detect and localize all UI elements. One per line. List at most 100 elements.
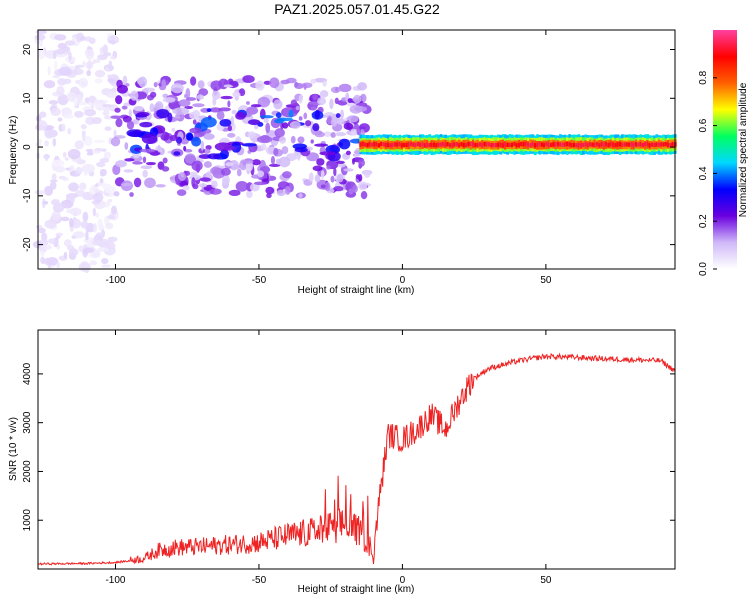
spectrogram-cell [586, 142, 590, 148]
spectrogram-blob [266, 192, 272, 199]
spectrogram-blob [190, 76, 197, 86]
spectrogram-blob [301, 82, 313, 89]
spectrogram-blob [67, 148, 81, 160]
y-tick-label: 10 [22, 92, 33, 104]
spectrogram-cell [414, 142, 418, 148]
spectrogram-blob [198, 88, 209, 97]
spectrogram-cell [407, 142, 411, 147]
spectrogram-blob [185, 97, 197, 101]
spectrogram-cell [412, 142, 415, 147]
spectrogram-blob [257, 170, 265, 178]
spectrogram-xlabel: Height of straight line (km) [298, 285, 415, 296]
spectrogram-cell [607, 142, 611, 148]
spectrogram-blob [68, 248, 79, 257]
snr-panel: -100 -50 0 50 1000 2000 3000 4000 Height of st… [8, 329, 676, 595]
spectrogram-blob [169, 134, 178, 141]
spectrogram-blob [142, 169, 148, 178]
spectrogram-blob [92, 207, 96, 217]
spectrogram-blob [149, 91, 157, 98]
spectrogram-blob [235, 111, 246, 120]
spectrogram-blob [216, 110, 225, 121]
spectrogram-blob [246, 106, 259, 115]
spectrogram-blob [60, 199, 74, 209]
spectrogram-blob [85, 230, 89, 241]
spectrogram-blob [268, 163, 281, 167]
spectrogram-blob [358, 181, 368, 191]
spectrogram-blob [110, 136, 121, 147]
y-tick-label: 0 [22, 144, 33, 150]
spectrogram-blob [288, 109, 294, 118]
spectrogram-blob [70, 195, 75, 204]
spectrogram-cell [483, 142, 487, 147]
spectrogram-cell [423, 143, 427, 148]
spectrogram-cell [501, 143, 505, 148]
spectrogram-y-ticks: 20 10 0 -10 -20 [22, 44, 675, 252]
spectrogram-blob [343, 168, 354, 172]
spectrogram-blob [53, 50, 57, 60]
spectrogram-blob [121, 105, 128, 110]
spectrogram-blob [55, 232, 64, 237]
spectrogram-cell [366, 142, 370, 148]
spectrogram-blob [336, 174, 344, 183]
spectrogram-cell [536, 142, 539, 148]
spectrogram-blob [240, 160, 254, 164]
spectrogram-blob [320, 170, 325, 179]
spectrogram-blob [284, 185, 291, 195]
spectrogram-blob [42, 201, 49, 205]
spectrogram-blob [97, 54, 108, 61]
spectrogram-cell [391, 142, 395, 148]
spectrogram-blob [162, 157, 168, 164]
spectrogram-blob [107, 214, 116, 220]
y-tick-label: 3000 [22, 411, 33, 434]
spectrogram-blob [103, 245, 116, 256]
spectrogram-cell [616, 142, 620, 147]
spectrogram-blob [270, 155, 276, 165]
spectrogram-cell [380, 141, 383, 147]
spectrogram-blob [212, 96, 217, 106]
snr-ylabel: SNR (10 * v/v) [8, 417, 19, 481]
spectrogram-blob [254, 124, 259, 130]
spectrogram-blob [141, 133, 158, 144]
y-tick-label: 2000 [22, 460, 33, 483]
spectrogram-blob [337, 163, 346, 168]
spectrogram-blob [86, 151, 94, 156]
spectrogram-blob [107, 74, 111, 80]
spectrogram-blob [330, 175, 335, 183]
spectrogram-blob [68, 51, 72, 61]
spectrogram-blob [111, 205, 118, 215]
spectrogram-blob [348, 188, 354, 195]
spectrogram-cell [552, 142, 555, 147]
spectrogram-blob [312, 165, 323, 172]
spectrogram-blob [316, 158, 325, 166]
spectrogram-blob [38, 239, 49, 246]
spectrogram-cell [432, 142, 436, 147]
spectrogram-cell [598, 142, 601, 148]
spectrogram-blob [140, 165, 153, 170]
spectrogram-cell [485, 142, 489, 147]
spectrogram-blob [85, 36, 92, 42]
spectrogram-cell [593, 142, 597, 148]
spectrogram-blob [85, 116, 96, 125]
spectrogram-blob [323, 131, 332, 138]
spectrogram-blob [34, 190, 46, 195]
spectrogram-blob [347, 98, 353, 104]
spectrogram-blob [37, 227, 46, 234]
spectrogram-cell [637, 142, 640, 147]
spectrogram-blob [343, 122, 354, 130]
spectrogram-blob [255, 80, 265, 91]
spectrogram-cells [32, 29, 677, 274]
spectrogram-blob [197, 80, 205, 89]
spectrogram-cell [453, 142, 457, 147]
spectrogram-cell [375, 142, 379, 147]
spectrogram-blob [80, 81, 87, 86]
spectrogram-blob [82, 211, 89, 222]
y-tick-label: 20 [22, 44, 33, 56]
spectrogram-blob [310, 78, 317, 84]
spectrogram-blob [86, 69, 92, 77]
spectrogram-blob [319, 90, 329, 98]
spectrogram-blob [84, 263, 90, 274]
y-tick-label: -20 [22, 237, 33, 252]
spectrogram-blob [138, 76, 148, 88]
spectrogram-blob [298, 193, 303, 199]
spectrogram-cell [377, 143, 381, 148]
